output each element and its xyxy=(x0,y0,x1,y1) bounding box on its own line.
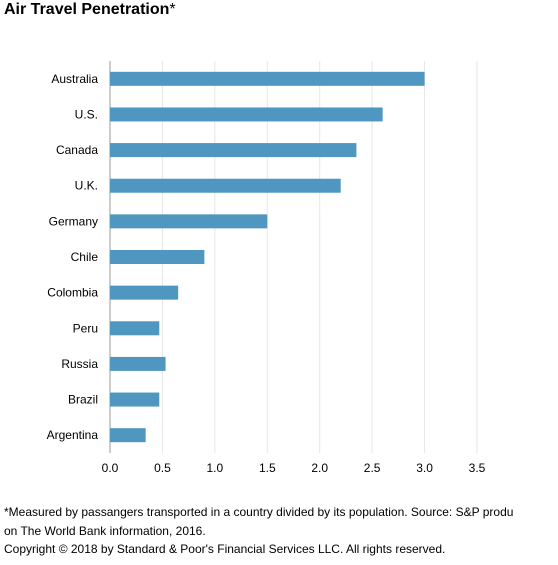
chart-category-label: Chile xyxy=(71,250,99,264)
chart-category-label: Germany xyxy=(49,214,98,228)
chart-x-tick-labels: 0.0 0.5 1.0 1.5 2.0 2.5 3.0 3.5 xyxy=(102,461,486,475)
chart-bar xyxy=(110,107,383,122)
chart-category-labels: Australia U.S. Canada U.K. Germany Chile Colom… xyxy=(47,72,99,442)
chart-x-tick-label: 1.5 xyxy=(259,461,276,475)
chart-title: Air Travel Penetration* xyxy=(4,1,176,19)
copyright-notice: Copyright © 2018 by Standard & Poor's Fi… xyxy=(4,542,446,556)
footnote-line-2: on The World Bank information, 2016. xyxy=(4,524,206,538)
footnote-line-1: *Measured by passangers transported in a… xyxy=(4,505,514,519)
chart-bar xyxy=(110,356,166,371)
chart-x-tick-label: 3.5 xyxy=(469,461,486,475)
chart-category-label: Australia xyxy=(51,72,98,86)
chart-bar xyxy=(110,71,425,86)
chart-footnote: *Measured by passangers transported in a… xyxy=(4,503,534,541)
chart-title-asterisk: * xyxy=(169,1,176,18)
chart-category-label: Canada xyxy=(56,143,98,157)
chart-category-label: U.K. xyxy=(75,179,98,193)
chart-x-tick-label: 0.0 xyxy=(102,461,119,475)
chart-bars xyxy=(110,71,425,443)
chart-category-label: U.S. xyxy=(75,107,98,121)
chart-category-label: Peru xyxy=(73,321,98,335)
chart-title-text: Air Travel Penetration xyxy=(4,1,170,18)
chart-category-label: Russia xyxy=(61,357,98,371)
chart-category-label: Argentina xyxy=(47,428,99,442)
chart-x-tick-label: 3.0 xyxy=(416,461,433,475)
chart-x-tick-label: 2.5 xyxy=(364,461,381,475)
chart-bar xyxy=(110,143,357,158)
chart-gridlines xyxy=(109,61,478,453)
chart-x-tick-label: 1.0 xyxy=(207,461,224,475)
chart-bar xyxy=(110,285,179,300)
chart-bar xyxy=(110,428,146,443)
chart-bar xyxy=(110,178,341,193)
chart-category-label: Brazil xyxy=(68,393,98,407)
chart-x-tick-label: 2.0 xyxy=(311,461,328,475)
chart-bar xyxy=(110,214,268,229)
chart-x-tick-label: 0.5 xyxy=(154,461,171,475)
bar-chart: Australia U.S. Canada U.K. Germany Chile Colom… xyxy=(47,61,486,475)
chart-bar xyxy=(110,321,160,336)
chart-bar xyxy=(110,392,160,407)
chart-category-label: Colombia xyxy=(47,286,98,300)
chart-bar xyxy=(110,250,205,264)
